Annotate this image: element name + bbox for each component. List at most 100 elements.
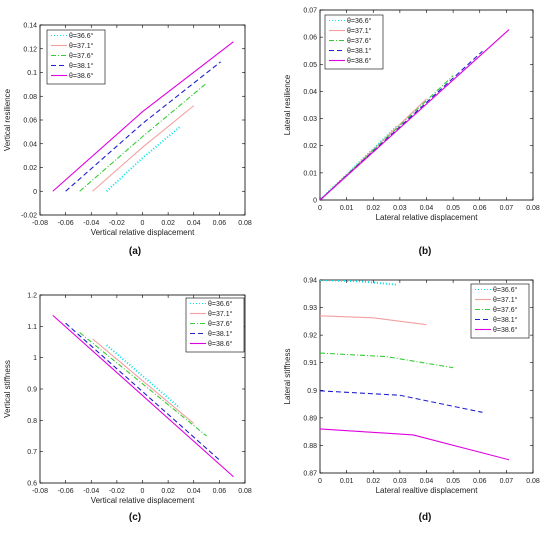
x-axis-label: Vertical relative displacement	[91, 228, 195, 237]
y-tick-label: 0.93	[303, 305, 317, 312]
y-tick-label: 0.94	[303, 278, 317, 285]
legend-entry-1: θ=37.1°	[69, 42, 94, 50]
y-tick-label: 0.04	[23, 141, 37, 148]
x-tick-label: 0.08	[526, 205, 540, 212]
series-group	[320, 280, 510, 461]
x-axis-label: Lateral realtive displacement	[376, 486, 479, 495]
y-tick-label: 0.89	[303, 415, 317, 422]
x-tick-label: 0.05	[446, 205, 460, 212]
legend-entry-4: θ=38.6°	[347, 57, 372, 65]
x-tick-label: 0.02	[366, 205, 380, 212]
legend-entry-3: θ=38.1°	[493, 316, 518, 324]
y-tick-label: 0.08	[23, 94, 37, 101]
legend-entry-0: θ=36.6°	[347, 17, 372, 25]
legend-entry-1: θ=37.1°	[493, 296, 518, 304]
series-line-4	[52, 314, 234, 478]
series-line-2	[79, 82, 207, 192]
y-axis-label: Vertical resilience	[3, 88, 12, 151]
x-tick-label: -0.08	[32, 220, 48, 227]
x-tick-label: 0.08	[238, 220, 252, 227]
x-tick-label: 0.08	[238, 488, 252, 495]
legend-entry-2: θ=37.6°	[347, 37, 372, 45]
panel-label: (d)	[419, 512, 432, 523]
series-line-3	[65, 61, 222, 192]
x-tick-label: 0.02	[161, 220, 175, 227]
x-tick-label: -0.02	[109, 220, 125, 227]
x-tick-label: 0	[141, 488, 145, 495]
chart-panel-0: -0.08 -0.06 -0.04 -0.02 0 0.02 0.04 0.06 0.08 -0.…	[3, 23, 252, 258]
legend: θ=36.6° θ=37.1° θ=37.6° θ=38.1° θ=38.6°	[185, 297, 245, 353]
x-tick-label: 0.01	[340, 478, 354, 485]
legend-entry-1: θ=37.1°	[208, 310, 233, 318]
legend-entry-3: θ=38.1°	[208, 330, 233, 338]
legend-entry-3: θ=38.1°	[69, 62, 94, 70]
y-tick-label: 0.1	[27, 70, 37, 77]
series-line-0	[105, 126, 181, 192]
panel-label: (a)	[129, 246, 141, 257]
legend-box	[185, 297, 245, 353]
x-axis-label: Lateral relative displacement	[376, 213, 479, 222]
y-tick-label: 0.92	[303, 333, 317, 340]
x-tick-label: -0.08	[32, 488, 48, 495]
legend: θ=36.6° θ=37.1° θ=37.6° θ=38.1° θ=38.6°	[324, 14, 384, 70]
y-tick-label: 0.01	[303, 170, 317, 177]
y-tick-label: 0.06	[23, 118, 37, 125]
x-tick-label: 0.08	[526, 478, 540, 485]
y-tick-label: 1	[33, 355, 37, 362]
legend-entry-0: θ=36.6°	[493, 286, 518, 294]
chart-panel-2: -0.08 -0.06 -0.04 -0.02 0 0.02 0.04 0.06 0.08 0.6…	[3, 293, 252, 524]
x-tick-label: 0.04	[420, 205, 434, 212]
y-tick-label: 0.87	[303, 471, 317, 478]
x-tick-label: 0.02	[366, 478, 380, 485]
y-tick-label: 0.8	[27, 418, 37, 425]
y-tick-label: 0.14	[23, 23, 37, 30]
y-tick-label: 0.02	[303, 143, 317, 150]
legend: θ=36.6° θ=37.1° θ=37.6° θ=38.1° θ=38.6°	[46, 29, 106, 85]
legend-entry-4: θ=38.6°	[208, 340, 233, 348]
x-tick-label: 0.07	[500, 478, 514, 485]
series-line-0	[320, 280, 398, 286]
series-group	[320, 29, 510, 200]
chart-panel-1: 0 0.01 0.02 0.03 0.04 0.05 0.06 0.07 0.08 0 0.01 0.…	[283, 8, 540, 258]
series-group	[52, 314, 234, 478]
legend-entry-4: θ=38.6°	[493, 326, 518, 334]
x-tick-label: 0	[318, 205, 322, 212]
y-tick-label: 0	[33, 189, 37, 196]
series-line-3	[65, 322, 222, 462]
x-tick-label: 0.06	[473, 205, 487, 212]
y-tick-label: 0.6	[27, 481, 37, 488]
legend-entry-2: θ=37.6°	[208, 320, 233, 328]
y-tick-label: 0	[313, 198, 317, 205]
y-tick-label: 0.88	[303, 443, 317, 450]
legend-entry-2: θ=37.6°	[69, 52, 94, 60]
x-tick-label: 0.06	[473, 478, 487, 485]
series-line-4	[320, 29, 510, 200]
y-tick-label: 1.2	[27, 293, 37, 300]
y-tick-label: -0.02	[21, 213, 37, 220]
legend-entry-2: θ=37.6°	[493, 306, 518, 314]
legend-entry-1: θ=37.1°	[347, 27, 372, 35]
x-tick-label: 0.06	[213, 488, 227, 495]
legend-entry-4: θ=38.6°	[69, 72, 94, 80]
series-line-4	[320, 428, 510, 461]
x-tick-label: 0.04	[420, 478, 434, 485]
x-tick-label: 0.02	[161, 488, 175, 495]
y-tick-label: 1.1	[27, 324, 37, 331]
x-tick-label: 0.01	[340, 205, 354, 212]
panel-label: (c)	[129, 512, 141, 523]
x-tick-label: 0	[318, 478, 322, 485]
chart-panel-3: 0 0.01 0.02 0.03 0.04 0.05 0.06 0.07 0.08 0.87 0.8…	[283, 278, 540, 524]
x-tick-label: 0.07	[500, 205, 514, 212]
x-tick-label: 0.03	[393, 478, 407, 485]
y-tick-label: 0.7	[27, 449, 37, 456]
y-tick-label: 0.12	[23, 46, 37, 53]
x-tick-label: -0.06	[58, 220, 74, 227]
y-tick-label: 0.02	[23, 165, 37, 172]
x-tick-label: 0.04	[187, 488, 201, 495]
series-line-2	[79, 332, 207, 437]
x-tick-label: -0.04	[83, 220, 99, 227]
legend-entry-3: θ=38.1°	[347, 47, 372, 55]
x-tick-label: -0.04	[83, 488, 99, 495]
y-axis-label: Vertical stiffness	[3, 360, 12, 418]
